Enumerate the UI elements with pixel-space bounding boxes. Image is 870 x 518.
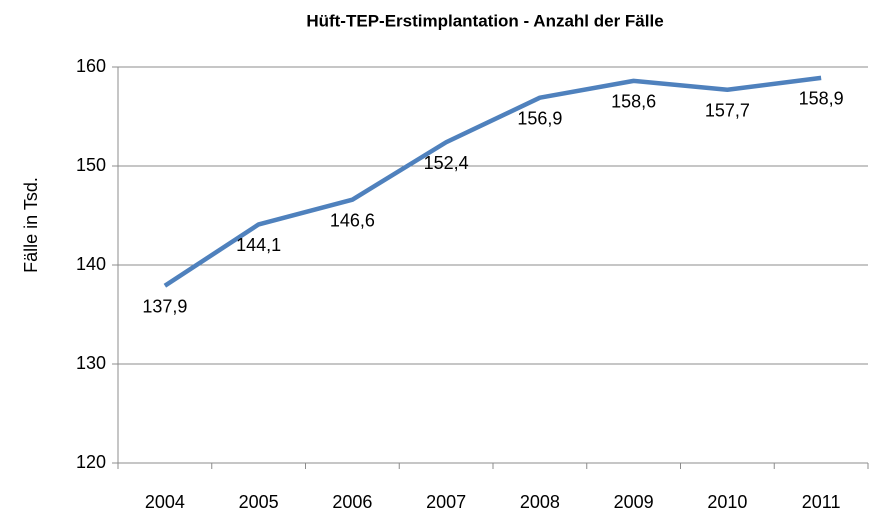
data-label: 144,1 <box>236 235 281 255</box>
data-label: 156,9 <box>517 108 562 128</box>
chart-title: Hüft-TEP-Erstimplantation - Anzahl der F… <box>306 11 663 30</box>
x-tick-label: 2005 <box>239 492 279 512</box>
data-label: 158,6 <box>611 92 656 112</box>
x-tick-label: 2010 <box>707 492 747 512</box>
x-tick-label: 2008 <box>520 492 560 512</box>
data-label: 137,9 <box>142 297 187 317</box>
y-tick-label: 160 <box>76 56 106 76</box>
data-label: 157,7 <box>705 101 750 121</box>
data-label: 158,9 <box>799 89 844 109</box>
data-label: 152,4 <box>424 153 469 173</box>
y-tick-label: 150 <box>76 155 106 175</box>
x-tick-label: 2007 <box>426 492 466 512</box>
x-tick-label: 2009 <box>614 492 654 512</box>
x-tick-label: 2004 <box>145 492 185 512</box>
data-label: 146,6 <box>330 210 375 230</box>
y-axis-label: Fälle in Tsd. <box>21 177 41 273</box>
line <box>163 75 822 288</box>
y-tick-label: 120 <box>76 452 106 472</box>
y-tick-label: 140 <box>76 254 106 274</box>
x-tick-label: 2006 <box>332 492 372 512</box>
x-tick-label: 2011 <box>802 492 841 512</box>
y-tick-label: 130 <box>76 353 106 373</box>
